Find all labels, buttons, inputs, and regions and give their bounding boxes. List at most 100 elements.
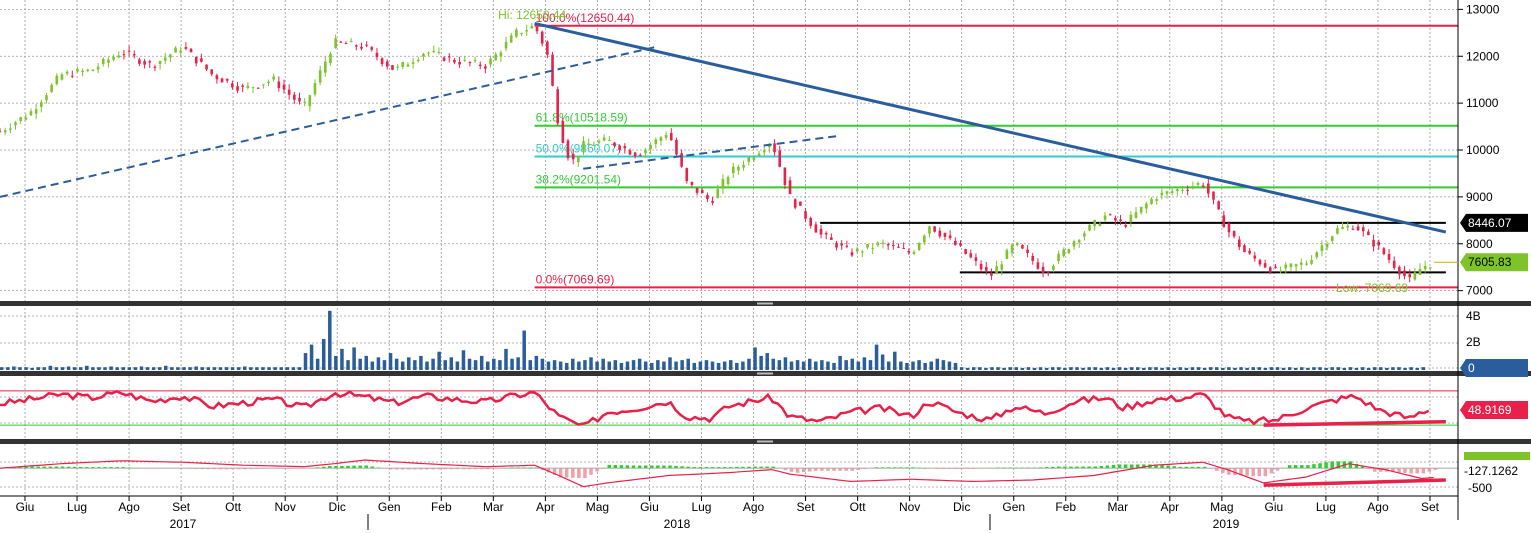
volume-bar: [552, 360, 557, 370]
volume-bar: [1093, 367, 1097, 370]
macd-hist-bar: [212, 468, 217, 470]
volume-bar: [765, 353, 769, 370]
price-tick-label: 7000: [1466, 284, 1493, 298]
macd-hist-bar: [1044, 467, 1049, 469]
macd-hist-bar: [1117, 464, 1122, 469]
month-label: Set: [797, 500, 816, 514]
volume-bar: [224, 367, 229, 370]
macd-hist-bar: [571, 468, 575, 478]
volume-bar: [965, 367, 970, 370]
candle-body: [990, 273, 993, 276]
candle-body: [1046, 272, 1050, 274]
macd-hist-bar: [1251, 468, 1255, 477]
candle-body: [602, 137, 606, 141]
candle-body: [293, 94, 296, 100]
candle-body: [3, 130, 7, 133]
macd-hist-bar: [1160, 465, 1164, 469]
month-label: Ago: [118, 500, 140, 514]
volume-bar: [534, 355, 539, 370]
volume-bar: [449, 357, 454, 370]
macd-hist-bar: [1123, 464, 1128, 469]
volume-bar: [759, 355, 763, 370]
volume-bar: [546, 361, 551, 370]
macd-hist-bar: [1142, 464, 1146, 469]
candle-body: [706, 195, 709, 200]
candle-body: [143, 61, 146, 65]
candle-body: [515, 29, 518, 37]
candle-body: [804, 211, 807, 219]
macd-hist-bar: [1263, 468, 1268, 477]
price-candles: [0, 22, 1432, 283]
candle-body: [262, 84, 265, 86]
macd-hist-bar: [78, 466, 83, 469]
macd-hist-bar: [1348, 461, 1353, 469]
macd-hist-bar: [400, 468, 405, 470]
candle-body: [799, 201, 802, 206]
candle-body: [194, 56, 198, 64]
volume-bar: [777, 360, 782, 370]
macd-hist-bar: [364, 465, 368, 469]
macd-hist-bar: [1111, 464, 1116, 469]
volume-bar: [1020, 367, 1025, 370]
candle-body: [571, 153, 575, 160]
candle-body: [225, 78, 229, 81]
candle-body: [494, 54, 498, 61]
candle-body: [721, 178, 725, 189]
volume-bar: [419, 355, 423, 370]
candle-body: [504, 41, 508, 49]
macd-hist-bar: [795, 468, 800, 473]
macd-hist-bar: [643, 465, 648, 469]
macd-hist-bar: [607, 464, 611, 469]
macd-hist-bar: [151, 468, 156, 469]
last-price-badge-bg: [1460, 253, 1528, 272]
volume-bar: [413, 360, 417, 370]
candle-body: [112, 56, 115, 60]
candle-body: [427, 52, 430, 54]
candle-body: [1057, 253, 1060, 261]
volume-bar: [905, 362, 909, 370]
volume-bar: [1215, 367, 1219, 370]
volume-bar: [139, 366, 144, 370]
month-label: Ago: [1367, 500, 1389, 514]
macd-panel: [0, 459, 1458, 488]
rsi-panel: [0, 389, 1458, 427]
candle-body: [1392, 260, 1396, 268]
macd-hist-bar: [965, 468, 970, 469]
volume-bar: [1038, 367, 1043, 370]
volume-bar: [115, 367, 119, 370]
macd-hist-bar: [990, 467, 994, 469]
candle-body: [117, 55, 121, 58]
macd-hist-bar: [249, 468, 253, 470]
candle-body: [959, 243, 962, 246]
volume-bar: [771, 358, 776, 370]
macd-hist-bar: [1227, 468, 1231, 475]
candle-body: [132, 54, 136, 56]
volume-bar: [1026, 367, 1031, 370]
volume-bar: [109, 366, 113, 370]
macd-hist-bar: [1069, 466, 1073, 469]
volume-bar: [625, 361, 630, 370]
macd-hist-bar: [285, 468, 290, 469]
candle-body: [1103, 215, 1107, 220]
volume-bar: [631, 360, 636, 370]
macd-hist-bar: [862, 468, 867, 470]
macd-hist-bar: [498, 468, 502, 469]
macd-hist-bar: [255, 468, 259, 469]
volume-bar: [710, 361, 715, 370]
volume-bar: [1348, 367, 1353, 370]
volume-bar: [60, 367, 65, 370]
candle-body: [318, 70, 322, 83]
macd-hist-bar: [564, 468, 569, 478]
macd-hist-bar: [1014, 467, 1019, 469]
candle-body: [1129, 214, 1133, 222]
candle-body: [1181, 189, 1184, 191]
macd-hist-bar: [1372, 468, 1377, 472]
price-tick-label: 11000: [1466, 96, 1499, 110]
macd-hist-bar: [710, 467, 715, 469]
volume-bar: [249, 367, 253, 370]
candle-body: [453, 59, 456, 63]
macd-hist-bar: [722, 467, 727, 469]
volume-bar: [1409, 367, 1413, 370]
macd-hist-bar: [1099, 466, 1104, 469]
candle-body: [509, 35, 513, 43]
